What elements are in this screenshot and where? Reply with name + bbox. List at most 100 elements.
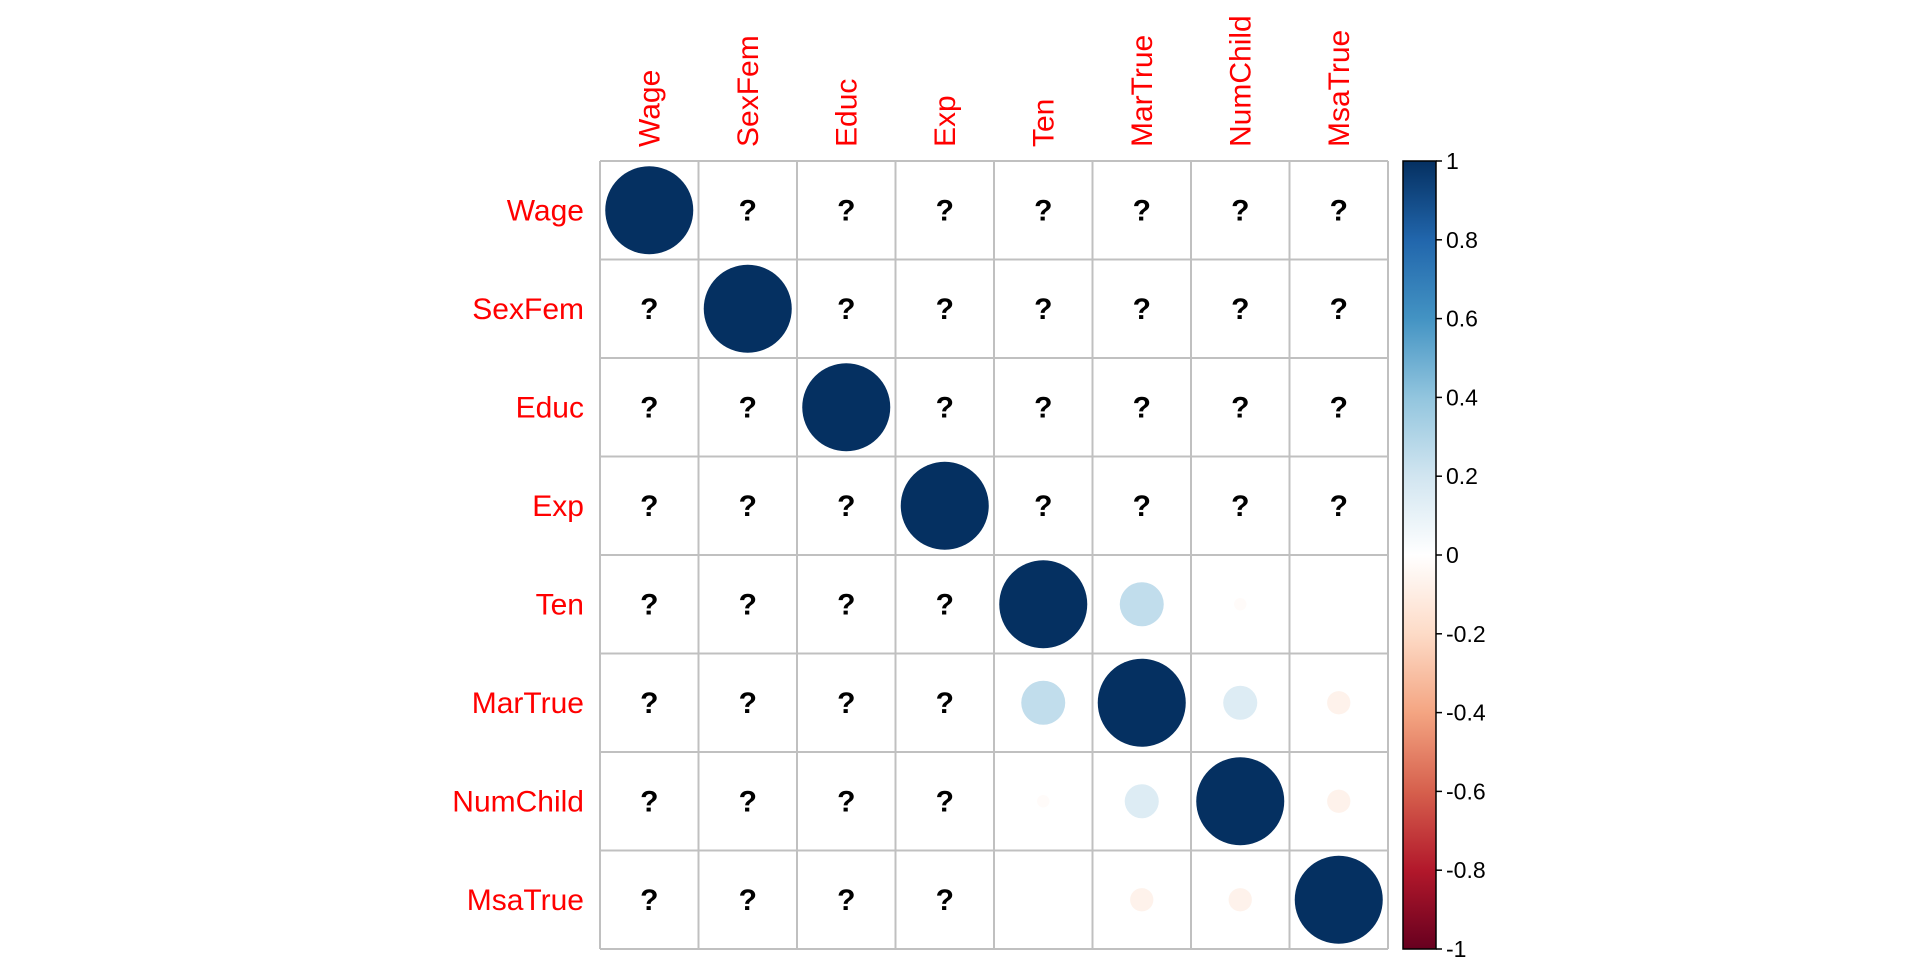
missing-value-mark: ? bbox=[1034, 391, 1052, 424]
row-label: MarTrue bbox=[472, 687, 584, 720]
missing-value-mark: ? bbox=[1034, 194, 1052, 227]
cell-bg bbox=[1289, 555, 1388, 654]
correlation-circle bbox=[1130, 888, 1154, 912]
cell-bg bbox=[797, 259, 896, 358]
cell-bg bbox=[600, 358, 699, 457]
cell-bg bbox=[797, 555, 896, 654]
missing-value-mark: ? bbox=[936, 293, 954, 326]
cell-bg bbox=[1092, 456, 1191, 555]
row-label: Ten bbox=[536, 588, 584, 621]
row-label: Wage bbox=[507, 194, 584, 227]
column-label: MsaTrue bbox=[1323, 30, 1356, 147]
missing-value-mark: ? bbox=[1330, 293, 1348, 326]
colorbar-tick-label: 1 bbox=[1446, 148, 1459, 174]
missing-value-mark: ? bbox=[1034, 293, 1052, 326]
colorbar-tick-label: 0.6 bbox=[1446, 306, 1478, 332]
missing-value-mark: ? bbox=[837, 490, 855, 523]
cell-bg bbox=[1289, 161, 1388, 260]
correlation-circle bbox=[1223, 685, 1258, 720]
missing-value-mark: ? bbox=[837, 194, 855, 227]
cell-bg bbox=[698, 456, 797, 555]
correlation-circle bbox=[703, 264, 792, 353]
correlation-circle bbox=[1021, 680, 1066, 725]
correlation-circle bbox=[1124, 784, 1159, 819]
cell-bg bbox=[600, 259, 699, 358]
column-label: Wage bbox=[633, 70, 666, 147]
colorbar: 1 0.8 0.6 0.4 0.2 0 -0.2 -0.4 -0.6 -0.8 -1 bbox=[1402, 148, 1486, 960]
row-labels: Wage SexFem Educ Exp Ten MarTrue NumChild MsaTr… bbox=[452, 194, 584, 917]
missing-value-mark: ? bbox=[1034, 490, 1052, 523]
cell-bg bbox=[600, 555, 699, 654]
correlation-circle bbox=[1097, 658, 1186, 747]
cell-bg bbox=[895, 653, 994, 752]
missing-value-mark: ? bbox=[1330, 391, 1348, 424]
missing-value-mark: ? bbox=[1330, 194, 1348, 227]
cell-bg bbox=[1289, 456, 1388, 555]
cell-bg bbox=[698, 161, 797, 260]
row-label: Educ bbox=[516, 391, 584, 424]
missing-value-mark: ? bbox=[936, 785, 954, 818]
missing-value-mark: ? bbox=[936, 687, 954, 720]
matrix-cells bbox=[600, 161, 1388, 949]
cell-bg bbox=[994, 259, 1093, 358]
cell-bg bbox=[994, 456, 1093, 555]
missing-value-mark: ? bbox=[640, 785, 658, 818]
missing-value-mark: ? bbox=[739, 785, 757, 818]
cell-bg bbox=[698, 752, 797, 851]
cell-bg bbox=[797, 161, 896, 260]
correlation-circle bbox=[802, 363, 891, 452]
correlation-circle bbox=[1327, 691, 1351, 715]
row-label: NumChild bbox=[452, 785, 584, 818]
row-label: Exp bbox=[532, 490, 584, 523]
missing-value-mark: ? bbox=[640, 588, 658, 621]
colorbar-tick-label: -0.4 bbox=[1446, 700, 1486, 726]
missing-value-mark: ? bbox=[936, 884, 954, 917]
cell-bg bbox=[895, 358, 994, 457]
missing-value-mark: ? bbox=[837, 588, 855, 621]
cell-bg bbox=[698, 555, 797, 654]
cell-bg bbox=[994, 161, 1093, 260]
cell-bg bbox=[797, 752, 896, 851]
correlation-circle bbox=[1037, 795, 1050, 808]
cell-bg bbox=[1092, 259, 1191, 358]
cell-bg bbox=[797, 653, 896, 752]
missing-value-mark: ? bbox=[1133, 194, 1151, 227]
row-label: SexFem bbox=[472, 293, 584, 326]
missing-value-mark: ? bbox=[739, 391, 757, 424]
colorbar-tick-label: 0.4 bbox=[1446, 384, 1478, 410]
correlation-circle bbox=[1327, 789, 1351, 813]
cell-bg bbox=[994, 358, 1093, 457]
matrix-grid bbox=[599, 160, 1389, 950]
row-label: MsaTrue bbox=[467, 884, 584, 917]
colorbar-tick-label: -0.2 bbox=[1446, 621, 1486, 647]
cell-bg bbox=[797, 456, 896, 555]
column-label: Exp bbox=[929, 95, 962, 147]
missing-value-mark: ? bbox=[739, 490, 757, 523]
missing-value-mark: ? bbox=[640, 490, 658, 523]
cell-bg bbox=[698, 850, 797, 949]
colorbar-tick-label: 0 bbox=[1446, 542, 1459, 568]
correlation-circle bbox=[1228, 888, 1252, 912]
colorbar-tick-label: 0.2 bbox=[1446, 463, 1478, 489]
column-label: NumChild bbox=[1224, 15, 1257, 147]
cell-bg bbox=[895, 161, 994, 260]
column-label: Educ bbox=[830, 79, 863, 147]
cell-bg bbox=[1092, 161, 1191, 260]
missing-value-mark: ? bbox=[837, 293, 855, 326]
column-label: SexFem bbox=[732, 35, 765, 147]
cell-bg bbox=[1191, 456, 1290, 555]
correlation-circle bbox=[605, 166, 694, 255]
cell-bg bbox=[895, 752, 994, 851]
missing-value-mark: ? bbox=[936, 194, 954, 227]
missing-value-mark: ? bbox=[1231, 391, 1249, 424]
missing-value-mark: ? bbox=[739, 884, 757, 917]
cell-bg bbox=[895, 259, 994, 358]
cell-bg bbox=[698, 653, 797, 752]
cell-bg bbox=[698, 358, 797, 457]
missing-value-mark: ? bbox=[640, 391, 658, 424]
colorbar-gradient bbox=[1402, 160, 1437, 950]
missing-value-mark: ? bbox=[739, 194, 757, 227]
column-label: Ten bbox=[1027, 99, 1060, 147]
missing-value-mark: ? bbox=[936, 588, 954, 621]
